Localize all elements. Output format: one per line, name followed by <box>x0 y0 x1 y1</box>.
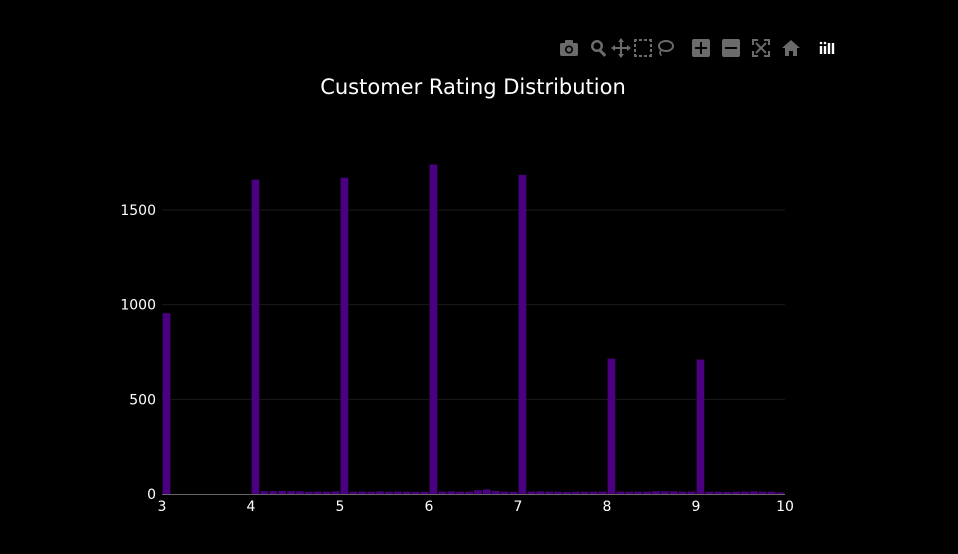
lasso-select-icon[interactable] <box>654 37 676 59</box>
bar[interactable] <box>776 492 785 494</box>
x-tick-label: 8 <box>603 499 612 515</box>
bar[interactable] <box>696 359 705 494</box>
autoscale-icon[interactable] <box>750 37 772 59</box>
bar[interactable] <box>358 491 367 494</box>
y-axis-ticks: 0 500 1000 1500 <box>120 203 156 503</box>
x-tick-label: 6 <box>425 499 434 515</box>
y-tick-label: 500 <box>129 392 156 408</box>
x-tick-label: 9 <box>692 499 701 515</box>
bar[interactable] <box>376 491 384 494</box>
zoom-in-icon[interactable] <box>690 37 712 59</box>
bar[interactable] <box>767 491 776 494</box>
x-tick-label: 5 <box>336 499 345 515</box>
x-tick-label: 7 <box>514 499 523 515</box>
bar[interactable] <box>278 490 286 494</box>
bar[interactable] <box>589 491 598 494</box>
x-axis-ticks: 3 4 5 6 7 8 9 10 <box>158 499 794 515</box>
bar[interactable] <box>723 491 731 494</box>
bar[interactable] <box>545 491 553 494</box>
bar[interactable] <box>580 491 589 494</box>
bar[interactable] <box>465 491 473 494</box>
bar[interactable] <box>491 490 500 494</box>
bar[interactable] <box>661 491 669 494</box>
gridlines <box>162 209 785 400</box>
y-tick-label: 1500 <box>120 203 156 219</box>
bar[interactable] <box>634 491 642 494</box>
bar[interactable] <box>287 491 295 494</box>
bar[interactable] <box>331 491 340 494</box>
bar[interactable] <box>687 491 696 494</box>
bar[interactable] <box>563 491 571 494</box>
y-tick-label: 0 <box>147 487 156 503</box>
y-tick-label: 1000 <box>120 298 156 314</box>
bar[interactable] <box>447 491 456 494</box>
bar[interactable] <box>367 491 375 494</box>
box-select-icon[interactable] <box>632 37 654 59</box>
bar[interactable] <box>669 491 678 494</box>
bar[interactable] <box>394 491 402 494</box>
bar[interactable] <box>598 491 607 494</box>
x-tick-label: 10 <box>776 499 794 515</box>
plotly-logo-icon[interactable] <box>816 37 838 59</box>
bar[interactable] <box>741 491 749 494</box>
bar[interactable] <box>750 491 758 494</box>
bars <box>162 164 785 495</box>
bar[interactable] <box>438 491 447 494</box>
bar[interactable] <box>162 313 171 494</box>
bar[interactable] <box>527 491 536 494</box>
bar[interactable] <box>509 491 518 494</box>
bar[interactable] <box>411 491 420 494</box>
bar[interactable] <box>714 491 723 494</box>
bar[interactable] <box>385 491 393 494</box>
bar[interactable] <box>643 491 651 494</box>
bar[interactable] <box>572 491 580 494</box>
bar[interactable] <box>616 491 625 494</box>
bar[interactable] <box>322 491 331 494</box>
bar[interactable] <box>678 491 687 494</box>
bar[interactable] <box>483 489 491 494</box>
bar[interactable] <box>705 491 714 494</box>
bar[interactable] <box>652 491 660 494</box>
modebar <box>558 36 838 60</box>
bar[interactable] <box>305 491 313 494</box>
bar[interactable] <box>518 174 527 494</box>
bar[interactable] <box>402 491 411 494</box>
bar[interactable] <box>554 491 562 494</box>
bar[interactable] <box>625 491 634 494</box>
bar[interactable] <box>474 490 482 494</box>
bar[interactable] <box>349 491 358 494</box>
zoom-out-icon[interactable] <box>720 37 742 59</box>
bar[interactable] <box>420 491 429 494</box>
bar[interactable] <box>429 164 438 495</box>
bar[interactable] <box>607 358 616 494</box>
bar[interactable] <box>536 491 545 494</box>
bar[interactable] <box>500 491 509 494</box>
bar[interactable] <box>732 491 740 494</box>
camera-icon[interactable] <box>558 37 580 59</box>
bar[interactable] <box>269 491 278 494</box>
chart-title: Customer Rating Distribution <box>320 75 626 99</box>
pan-icon[interactable] <box>610 37 632 59</box>
bar[interactable] <box>296 491 304 494</box>
x-tick-label: 3 <box>158 499 167 515</box>
zoom-icon[interactable] <box>588 37 610 59</box>
bar[interactable] <box>251 179 260 494</box>
bar[interactable] <box>456 491 464 494</box>
bar[interactable] <box>340 177 349 494</box>
bar[interactable] <box>260 491 269 494</box>
x-tick-label: 4 <box>247 499 256 515</box>
bar[interactable] <box>313 491 322 494</box>
reset-axes-icon[interactable] <box>780 37 802 59</box>
bar[interactable] <box>758 491 767 494</box>
